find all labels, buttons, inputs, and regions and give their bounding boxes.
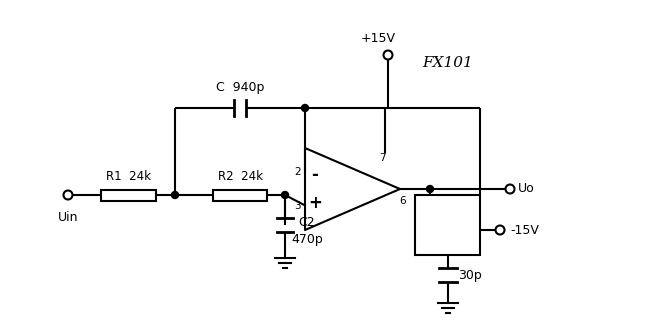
- Text: R2  24k: R2 24k: [218, 171, 262, 183]
- Circle shape: [384, 50, 393, 59]
- Text: FX101: FX101: [422, 56, 474, 70]
- Text: -15V: -15V: [511, 223, 539, 237]
- Circle shape: [505, 184, 515, 193]
- Text: C2: C2: [299, 216, 316, 229]
- Circle shape: [172, 191, 178, 199]
- Text: +: +: [308, 194, 322, 213]
- Circle shape: [281, 191, 288, 199]
- Text: 2: 2: [294, 167, 301, 177]
- Circle shape: [301, 105, 308, 112]
- Text: Uin: Uin: [58, 211, 78, 224]
- Circle shape: [426, 185, 434, 192]
- Text: 1: 1: [420, 200, 426, 210]
- Bar: [415, 195, 480, 255]
- Text: 30p: 30p: [457, 269, 481, 281]
- Text: R1  24k: R1 24k: [106, 171, 151, 183]
- Text: 4: 4: [445, 200, 451, 210]
- Circle shape: [64, 190, 73, 200]
- Text: C  940p: C 940p: [216, 82, 264, 94]
- Text: 8: 8: [469, 200, 476, 210]
- Text: -: -: [312, 166, 318, 183]
- Circle shape: [496, 225, 505, 235]
- Text: 3: 3: [294, 201, 301, 212]
- Text: 6: 6: [400, 196, 406, 206]
- Text: +15V: +15V: [360, 32, 395, 46]
- Bar: [100, 189, 156, 201]
- Text: 7: 7: [378, 153, 386, 163]
- Text: Uo: Uo: [518, 182, 535, 195]
- Bar: [213, 189, 267, 201]
- Text: 470p: 470p: [291, 233, 323, 246]
